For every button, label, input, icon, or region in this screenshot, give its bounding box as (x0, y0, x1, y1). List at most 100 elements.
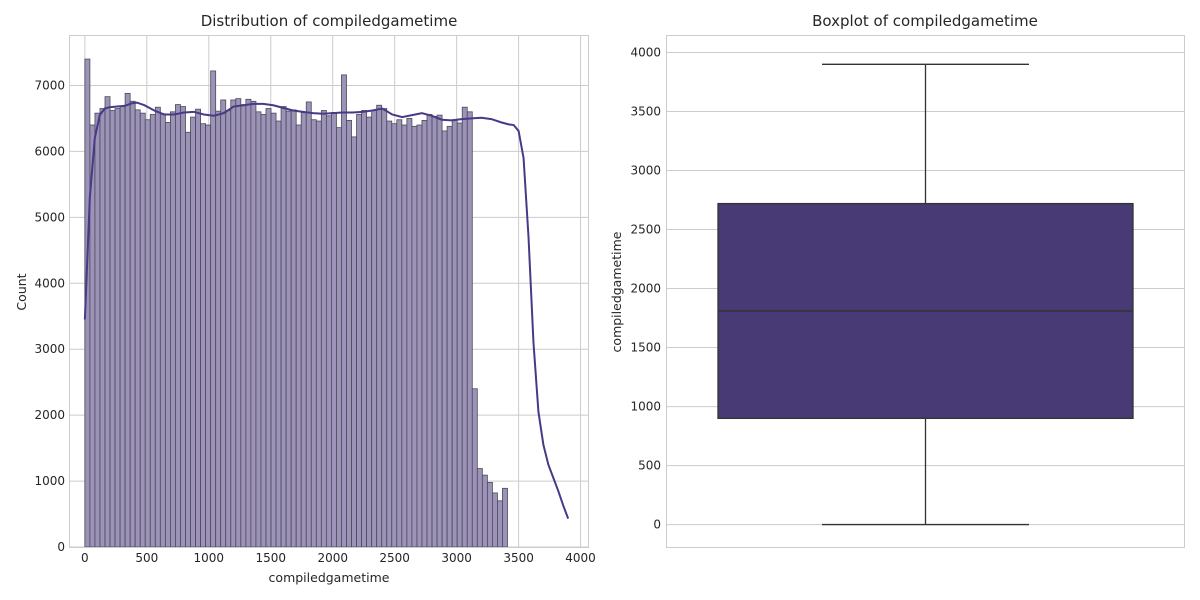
histogram-bar (295, 124, 302, 548)
histogram-bar (230, 99, 237, 548)
histogram-bar (376, 104, 383, 548)
histogram-bar (149, 114, 156, 548)
histogram-bar (366, 116, 373, 548)
kde-curve (83, 101, 570, 520)
histogram-bar (497, 500, 503, 548)
histogram-bar (255, 111, 262, 548)
histogram-bar (471, 388, 478, 548)
histogram-bar (144, 119, 151, 548)
histogram-bar (129, 100, 136, 548)
histogram-bar (451, 119, 458, 548)
boxplot-y-ticks: 0 500 1000 1500 2000 2500 3000 3500 4000 (630, 46, 661, 532)
boxplot-title: Boxplot of compiledgametime (812, 12, 1038, 30)
x-tick-label: 3000 (441, 551, 472, 565)
histogram-bars (84, 58, 508, 548)
histogram-bar (270, 112, 277, 548)
x-tick-label: 2500 (379, 551, 410, 565)
histogram-y-ticks: 0 1000 2000 3000 4000 5000 6000 7000 (34, 78, 65, 554)
histogram-bar (426, 114, 433, 548)
x-tick-label: 500 (135, 551, 158, 565)
histogram-bar (346, 119, 352, 548)
y-tick-label: 1000 (630, 400, 661, 414)
histogram-bar (476, 468, 483, 548)
histogram-bar (401, 124, 408, 548)
y-tick-label: 2000 (630, 282, 661, 296)
histogram-bar (285, 110, 292, 548)
histogram-bar (421, 119, 428, 548)
y-tick-label: 4000 (34, 276, 65, 290)
histogram-bar (356, 114, 362, 548)
histogram-bar (185, 131, 191, 548)
histogram-bar (210, 70, 217, 548)
histogram-bar (431, 116, 438, 548)
histogram-bar (416, 124, 423, 548)
histogram-bar (461, 106, 468, 548)
y-tick-label: 5000 (34, 210, 65, 224)
histogram-bar (275, 120, 282, 548)
histogram-bar (361, 110, 368, 548)
histogram-bar (220, 99, 227, 548)
histogram-bar (94, 112, 101, 548)
histogram-bar (411, 125, 418, 548)
histogram-bar (320, 110, 327, 548)
histogram-bar (406, 118, 413, 548)
histogram-bar (225, 110, 232, 548)
x-tick-label: 4000 (565, 551, 596, 565)
histogram-title: Distribution of compiledgametime (201, 12, 458, 30)
histogram-bar (310, 119, 317, 548)
histogram-bar (180, 106, 186, 548)
histogram-bar (305, 101, 312, 548)
histogram-bar (159, 113, 166, 548)
histogram-bar (456, 122, 463, 548)
histogram-bar (99, 108, 106, 548)
histogram-x-axis-label: compiledgametime (269, 570, 390, 585)
y-tick-label: 7000 (34, 78, 65, 92)
histogram-bar (502, 487, 508, 548)
histogram-bar (381, 108, 388, 548)
histogram-panel: Distribution of compiledgametime 0 500 100… (14, 12, 596, 585)
histogram-bar (371, 110, 378, 548)
histogram-bar (109, 110, 116, 548)
histogram-bar (124, 92, 131, 548)
histogram-bar (195, 108, 201, 548)
y-tick-label: 3000 (34, 342, 65, 356)
histogram-bar (396, 119, 403, 548)
boxplot-panel: Boxplot of compiledgametime 0 500 1000 1500… (609, 12, 1185, 548)
histogram-bar (300, 112, 307, 548)
histogram-bar (466, 111, 473, 548)
histogram-bar (265, 108, 272, 548)
histogram-bar (391, 123, 398, 548)
y-tick-label: 0 (57, 540, 65, 554)
histogram-bar (341, 74, 347, 548)
x-tick-label: 2000 (317, 551, 348, 565)
histogram-bar (436, 114, 443, 548)
histogram-bar (170, 111, 176, 548)
histogram-bar (331, 112, 337, 548)
histogram-bar (119, 106, 126, 548)
y-tick-label: 6000 (34, 144, 65, 158)
histogram-y-axis-label: Count (14, 273, 29, 310)
histogram-bar (200, 123, 207, 548)
histogram-bar (215, 110, 222, 548)
histogram-bar (260, 114, 267, 548)
histogram-bar (481, 474, 488, 548)
histogram-bar (486, 481, 493, 548)
x-tick-label: 0 (81, 551, 89, 565)
boxplot-marks (717, 63, 1134, 526)
histogram-bar (351, 136, 357, 548)
histogram-bar (114, 108, 121, 548)
y-tick-label: 500 (638, 459, 661, 473)
histogram-bar (290, 109, 297, 548)
histogram-bar (240, 104, 247, 548)
histogram-bar (205, 124, 212, 548)
y-tick-label: 2000 (34, 408, 65, 422)
y-tick-label: 0 (653, 518, 661, 532)
histogram-bar (164, 121, 171, 548)
histogram-bar (315, 120, 322, 548)
histogram-bar (139, 112, 146, 548)
y-tick-label: 4000 (630, 46, 661, 60)
y-tick-label: 1500 (630, 341, 661, 355)
histogram-bar (245, 98, 252, 548)
y-tick-label: 3000 (630, 164, 661, 178)
